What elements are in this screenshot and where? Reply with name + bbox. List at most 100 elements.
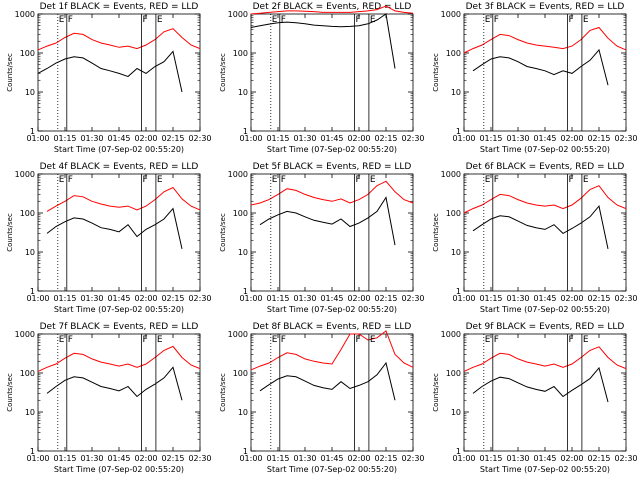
y-tick-label: 100 <box>233 49 248 58</box>
chart-panel-3: Det 3f BLACK = Events, RED = LLD 1 10 100 10… <box>432 2 638 154</box>
marker-label: E <box>59 175 65 185</box>
y-tick-label: 100 <box>446 369 461 378</box>
x-tick-label: 01:45 <box>533 134 556 143</box>
marker-label: E <box>272 175 278 185</box>
x-tick-label: 01:15 <box>479 454 502 463</box>
lld-series-line <box>250 330 414 371</box>
x-tick-label: 01:45 <box>107 294 130 303</box>
x-tick-label: 01:45 <box>320 294 343 303</box>
y-axis-label: Counts/sec <box>6 213 14 252</box>
x-axis-label: Start Time (07-Sep-02 00:55:20) <box>54 465 184 474</box>
y-tick-label: 100 <box>20 209 35 218</box>
y-tick-label: 1000 <box>15 10 35 19</box>
events-series-line <box>472 204 609 250</box>
chart-panel-4: Det 4f BLACK = Events, RED = LLD 1 10 100 10… <box>6 162 212 314</box>
x-tick-label: 01:45 <box>320 134 343 143</box>
x-axis-label: Start Time (07-Sep-02 00:55:20) <box>267 465 397 474</box>
marker-label: F <box>356 15 361 25</box>
y-tick-label: 10 <box>25 88 35 97</box>
x-tick-label: 01:00 <box>452 454 475 463</box>
y-tick-label: 100 <box>20 369 35 378</box>
marker-label: E <box>157 175 163 185</box>
plot-frame <box>250 333 414 452</box>
y-tick-label: 10 <box>25 408 35 417</box>
marker-label: E <box>370 15 376 25</box>
x-axis-label: Start Time (07-Sep-02 00:55:20) <box>54 145 184 154</box>
x-tick-label: 01:15 <box>53 134 76 143</box>
x-tick-label: 01:15 <box>479 134 502 143</box>
y-tick-label: 10 <box>451 88 461 97</box>
chart-title: Det 6f BLACK = Events, RED = LLD <box>466 162 625 172</box>
x-tick-label: 02:15 <box>587 454 610 463</box>
y-tick-label: 1 <box>456 447 461 456</box>
x-tick-label: 02:30 <box>188 294 211 303</box>
x-tick-label: 01:00 <box>239 294 262 303</box>
y-tick-label: 100 <box>446 49 461 58</box>
y-tick-label: 1000 <box>441 10 461 19</box>
chart-panel-9: Det 9f BLACK = Events, RED = LLD 1 10 100 10… <box>432 322 638 474</box>
chart-title: Det 5f BLACK = Events, RED = LLD <box>253 162 412 172</box>
y-tick-label: 1 <box>243 127 248 136</box>
x-tick-label: 02:30 <box>614 454 637 463</box>
events-series-line <box>472 366 609 403</box>
events-series-line <box>37 50 183 93</box>
lld-series-line <box>46 186 201 212</box>
y-tick-label: 100 <box>233 209 248 218</box>
y-tick-label: 1000 <box>15 170 35 179</box>
events-series-line <box>472 48 609 86</box>
y-tick-label: 10 <box>238 88 248 97</box>
y-tick-label: 1000 <box>228 170 248 179</box>
x-tick-label: 02:30 <box>614 134 637 143</box>
x-tick-label: 02:15 <box>587 294 610 303</box>
x-tick-label: 02:00 <box>347 454 370 463</box>
x-tick-label: 01:30 <box>506 294 529 303</box>
marker-label: E <box>272 15 278 25</box>
x-tick-label: 01:15 <box>479 294 502 303</box>
y-tick-label: 1 <box>456 287 461 296</box>
y-tick-label: 1 <box>30 127 35 136</box>
y-tick-label: 1 <box>30 287 35 296</box>
x-tick-label: 02:30 <box>401 454 424 463</box>
marker-label: F <box>569 335 574 345</box>
chart-panel-8: Det 8f BLACK = Events, RED = LLD 1 10 100 10… <box>219 322 425 474</box>
x-tick-label: 01:30 <box>293 454 316 463</box>
x-tick-label: 02:00 <box>134 134 157 143</box>
x-tick-label: 01:00 <box>26 294 49 303</box>
marker-label: F <box>68 15 73 25</box>
plot-frame <box>463 173 627 292</box>
marker-label: F <box>494 175 499 185</box>
marker-label: E <box>157 15 163 25</box>
y-tick-label: 10 <box>451 248 461 257</box>
marker-label: F <box>569 175 574 185</box>
lld-series-line <box>37 28 201 51</box>
y-tick-label: 1 <box>243 287 248 296</box>
plot-frame <box>463 333 627 452</box>
marker-label: E <box>59 335 65 345</box>
marker-label: F <box>143 15 148 25</box>
marker-label: F <box>68 335 73 345</box>
lld-series-line <box>250 5 414 15</box>
y-axis-label: Counts/sec <box>6 373 14 412</box>
x-tick-label: 01:00 <box>239 134 262 143</box>
chart-panel-5: Det 5f BLACK = Events, RED = LLD 1 10 100 10… <box>219 162 425 314</box>
x-tick-label: 02:30 <box>188 134 211 143</box>
marker-label: F <box>143 335 148 345</box>
x-axis-label: Start Time (07-Sep-02 00:55:20) <box>480 145 610 154</box>
chart-title: Det 2f BLACK = Events, RED = LLD <box>253 2 412 12</box>
y-tick-label: 10 <box>238 248 248 257</box>
x-tick-label: 02:00 <box>134 294 157 303</box>
x-tick-label: 01:45 <box>107 134 130 143</box>
y-tick-label: 10 <box>451 408 461 417</box>
x-tick-label: 01:30 <box>506 454 529 463</box>
marker-label: F <box>569 15 574 25</box>
x-tick-label: 01:00 <box>239 454 262 463</box>
marker-label: F <box>281 175 286 185</box>
x-tick-label: 02:30 <box>401 294 424 303</box>
x-tick-label: 01:45 <box>533 454 556 463</box>
x-tick-label: 02:15 <box>161 294 184 303</box>
chart-title: Det 7f BLACK = Events, RED = LLD <box>40 322 199 332</box>
x-tick-label: 02:30 <box>188 454 211 463</box>
x-tick-label: 02:15 <box>587 134 610 143</box>
x-tick-label: 01:15 <box>266 134 289 143</box>
chart-title: Det 8f BLACK = Events, RED = LLD <box>253 322 412 332</box>
